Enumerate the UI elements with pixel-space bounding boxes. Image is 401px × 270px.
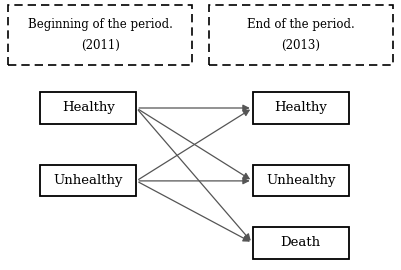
Text: Healthy: Healthy [62, 102, 115, 114]
FancyBboxPatch shape [209, 5, 393, 65]
Text: Healthy: Healthy [274, 102, 327, 114]
FancyBboxPatch shape [40, 165, 136, 197]
Text: Unhealthy: Unhealthy [53, 174, 123, 187]
FancyBboxPatch shape [253, 227, 349, 259]
Text: (2013): (2013) [281, 39, 320, 52]
FancyBboxPatch shape [253, 165, 349, 197]
FancyBboxPatch shape [40, 92, 136, 124]
Text: Death: Death [281, 237, 321, 249]
Text: End of the period.: End of the period. [247, 18, 354, 31]
FancyBboxPatch shape [253, 92, 349, 124]
Text: Unhealthy: Unhealthy [266, 174, 336, 187]
Text: (2011): (2011) [81, 39, 119, 52]
Text: Beginning of the period.: Beginning of the period. [28, 18, 173, 31]
FancyBboxPatch shape [8, 5, 192, 65]
